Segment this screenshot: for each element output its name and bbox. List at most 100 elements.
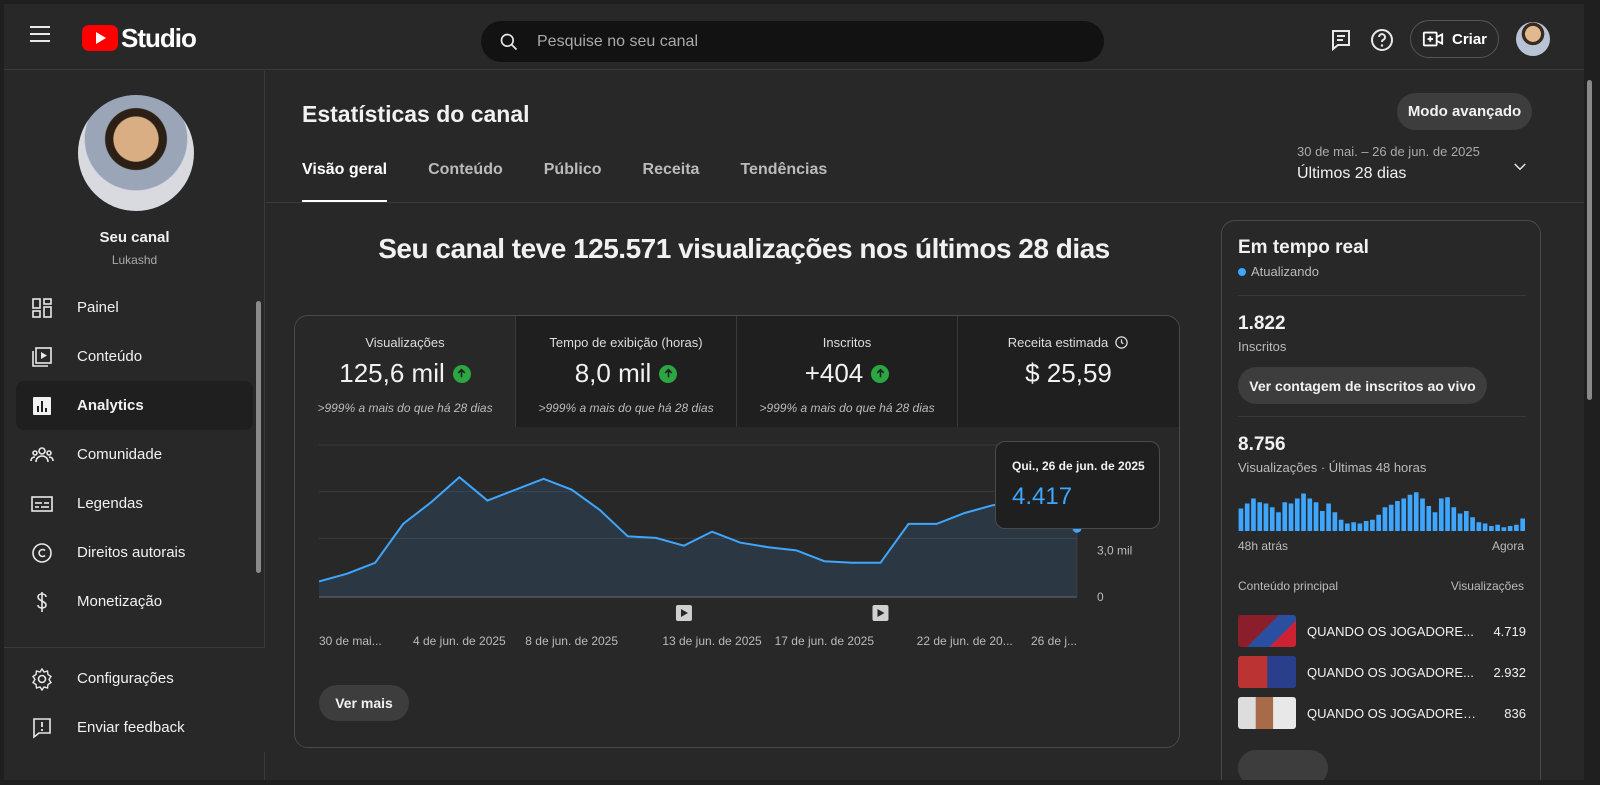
realtime-bar <box>1363 521 1369 531</box>
feedback-icon <box>33 717 51 739</box>
realtime-card: Em tempo real Atualizando 1.822 Inscrito… <box>1221 220 1541 780</box>
tab-conteudo[interactable]: Conteúdo <box>428 161 503 178</box>
realtime-bar <box>1470 517 1475 531</box>
tab-tendencias[interactable]: Tendências <box>740 161 828 178</box>
metric-subscribers[interactable]: Inscritos +404 >999% a mais do que há 28… <box>737 316 958 427</box>
analytics-tabs: Visão geral Conteúdo Público Receita Ten… <box>302 161 827 203</box>
sidebar-scrollbar[interactable] <box>256 293 261 643</box>
tab-publico[interactable]: Público <box>543 161 602 178</box>
search-bar[interactable] <box>481 21 1104 62</box>
y-tick-label: 0 <box>1097 590 1104 604</box>
help-icon[interactable] <box>1370 28 1394 52</box>
hamburger-menu-icon[interactable] <box>30 26 52 46</box>
realtime-subscribers-label: Inscritos <box>1238 339 1287 354</box>
realtime-bar <box>1376 514 1381 531</box>
arrow-up-icon <box>659 364 678 383</box>
realtime-axis-end: Agora <box>1491 539 1524 553</box>
channel-avatar[interactable] <box>78 95 194 211</box>
realtime-bar <box>1482 523 1488 531</box>
studio-logo[interactable]: Studio <box>82 23 197 53</box>
views-chart[interactable]: 3,0 mil 0 30 de mai... 4 de jun. de 2025 8 d… <box>295 427 1180 667</box>
metric-value: 8,0 mil <box>574 358 652 388</box>
x-tick-label: 22 de jun. de 20... <box>917 634 1013 648</box>
sidebar-item-comunidade[interactable]: Comunidade <box>16 430 253 479</box>
metric-value-row: 125,6 mil <box>295 358 515 389</box>
realtime-bar <box>1276 512 1281 531</box>
date-range-picker[interactable]: 30 de mai. – 26 de jun. de 2025 Últimos … <box>1297 144 1537 188</box>
sidebar-item-painel[interactable]: Painel <box>16 283 253 332</box>
main-content: Estatísticas do canal Modo avançado Visã… <box>266 71 1584 780</box>
realtime-bar <box>1326 503 1331 531</box>
realtime-subscribers-value: 1.822 <box>1238 313 1286 334</box>
top-header: Studio Criar <box>4 4 1584 70</box>
sidebar-item-direitos-autorais[interactable]: Direitos autorais <box>16 528 253 577</box>
arrow-up-icon <box>452 364 471 383</box>
page-scroll-thumb[interactable] <box>1587 80 1592 400</box>
create-video-icon <box>1422 31 1444 47</box>
video-views: 836 <box>1504 705 1526 721</box>
live-subscriber-count-button[interactable]: Ver contagem de inscritos ao vivo <box>1238 367 1487 404</box>
create-label: Criar <box>1451 30 1488 48</box>
feedback-bubble-icon[interactable] <box>1329 28 1353 52</box>
video-views: 4.719 <box>1493 623 1526 639</box>
realtime-bar <box>1269 507 1275 531</box>
sidebar-item-label: Legendas <box>77 495 143 512</box>
community-icon <box>30 446 54 462</box>
realtime-bar <box>1251 498 1256 531</box>
realtime-views-value: 8.756 <box>1238 434 1286 455</box>
top-content-row[interactable]: QUANDO OS JOGADORE... 4.719 <box>1238 615 1526 647</box>
top-content-views-header: Visualizações <box>1450 579 1524 593</box>
create-button[interactable]: Criar <box>1410 20 1499 58</box>
views-chart-area: 3,0 mil 0 30 de mai... 4 de jun. de 2025 8 d… <box>295 427 1180 747</box>
sidebar-item-conteudo[interactable]: Conteúdo <box>16 332 253 381</box>
realtime-bar <box>1407 494 1413 531</box>
sidebar-item-enviar-feedback[interactable]: Enviar feedback <box>16 703 265 752</box>
metric-revenue[interactable]: Receita estimada $ 25,59 <box>958 316 1179 427</box>
metric-delta: >999% a mais do que há 28 dias <box>317 401 493 415</box>
sidebar-item-configuracoes[interactable]: Configurações <box>16 654 265 703</box>
search-input[interactable] <box>537 32 1057 51</box>
account-avatar[interactable] <box>1516 22 1550 56</box>
sidebar-item-label: Conteúdo <box>77 348 143 365</box>
video-thumbnail <box>1238 656 1296 688</box>
realtime-bar <box>1388 504 1394 531</box>
views-area <box>319 477 1077 597</box>
sidebar-scroll-thumb[interactable] <box>256 301 261 573</box>
tab-visao-geral[interactable]: Visão geral <box>302 161 388 203</box>
sidebar-item-legendas[interactable]: Legendas <box>16 479 253 528</box>
sidebar-item-label: Direitos autorais <box>77 544 186 561</box>
sidebar-item-analytics[interactable]: Analytics <box>16 381 253 430</box>
sidebar-item-monetizacao[interactable]: Monetização <box>16 577 253 626</box>
realtime-bar <box>1438 498 1444 531</box>
tab-receita[interactable]: Receita <box>642 161 700 178</box>
realtime-bar <box>1307 498 1313 531</box>
realtime-more-button[interactable] <box>1238 750 1328 780</box>
metric-watch-time[interactable]: Tempo de exibição (horas) 8,0 mil >999% … <box>516 316 737 427</box>
metric-value: $ 25,59 <box>1025 358 1112 388</box>
top-content-row[interactable]: QUANDO OS JOGADORES ... 836 <box>1238 697 1526 729</box>
realtime-bar <box>1282 502 1288 531</box>
top-content-row[interactable]: QUANDO OS JOGADORE... 2.932 <box>1238 656 1526 688</box>
realtime-views-bars[interactable] <box>1238 491 1526 531</box>
analytics-icon <box>33 396 51 415</box>
video-thumbnail <box>1238 615 1296 647</box>
x-tick-label: 8 de jun. de 2025 <box>525 634 618 648</box>
metric-delta: >999% a mais do que há 28 dias <box>759 401 935 415</box>
realtime-bar <box>1351 522 1356 531</box>
metric-views[interactable]: Visualizações 125,6 mil >999% a mais do … <box>295 316 516 427</box>
realtime-bar <box>1420 498 1425 531</box>
see-more-button[interactable]: Ver mais <box>319 685 409 721</box>
advanced-mode-button[interactable]: Modo avançado <box>1397 93 1532 130</box>
realtime-bar <box>1338 519 1344 531</box>
metric-tabs: Visualizações 125,6 mil >999% a mais do … <box>295 316 1179 427</box>
realtime-bar <box>1489 526 1494 531</box>
realtime-status: Atualizando <box>1238 264 1319 279</box>
page-scrollbar[interactable] <box>1584 70 1596 780</box>
sidebar-item-label: Painel <box>77 299 119 316</box>
realtime-bar <box>1382 507 1388 531</box>
youtube-play-icon <box>82 25 118 51</box>
divider <box>1238 295 1526 296</box>
clock-icon <box>1115 336 1128 349</box>
realtime-bar <box>1357 523 1363 531</box>
sidebar-item-label: Configurações <box>77 670 174 687</box>
